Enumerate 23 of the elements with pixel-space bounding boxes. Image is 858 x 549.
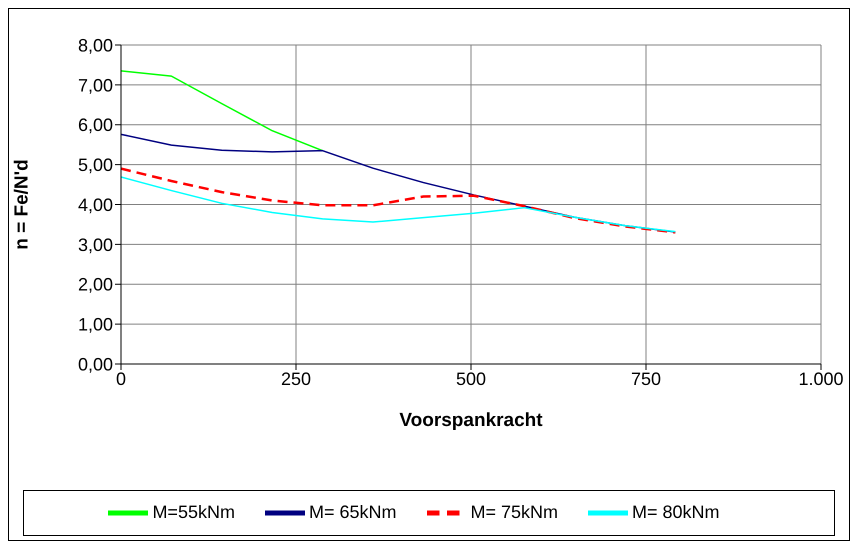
line-series bbox=[121, 70, 324, 152]
legend-label: M= 80kNm bbox=[632, 502, 720, 522]
y-tick-label: 2,00 bbox=[78, 274, 113, 295]
y-tick-label: 7,00 bbox=[78, 75, 113, 96]
y-tick-label: 5,00 bbox=[78, 155, 113, 176]
legend-label: M=55kNm bbox=[152, 502, 235, 522]
y-tick-label: 0,00 bbox=[78, 354, 113, 374]
legend-label: M= 65kNm bbox=[308, 502, 396, 522]
x-axis-title: Voorspankracht bbox=[399, 410, 544, 431]
y-tick-label: 8,00 bbox=[78, 35, 113, 56]
y-axis-title: n = Fe/N'd bbox=[12, 159, 33, 250]
y-tick-label: 4,00 bbox=[78, 194, 113, 215]
line-series bbox=[121, 167, 677, 234]
x-tick-label: 750 bbox=[630, 368, 662, 389]
y-tick-label: 6,00 bbox=[78, 115, 113, 136]
x-tick-label: 1.000 bbox=[798, 368, 844, 389]
y-tick-label: 3,00 bbox=[78, 234, 113, 255]
legend-label: M= 75kNm bbox=[470, 502, 558, 522]
x-tick-label: 250 bbox=[280, 368, 312, 389]
y-tick-label: 1,00 bbox=[78, 314, 113, 335]
x-tick-label: 0 bbox=[116, 368, 126, 389]
line-series bbox=[121, 176, 676, 232]
x-tick-label: 500 bbox=[456, 368, 486, 389]
